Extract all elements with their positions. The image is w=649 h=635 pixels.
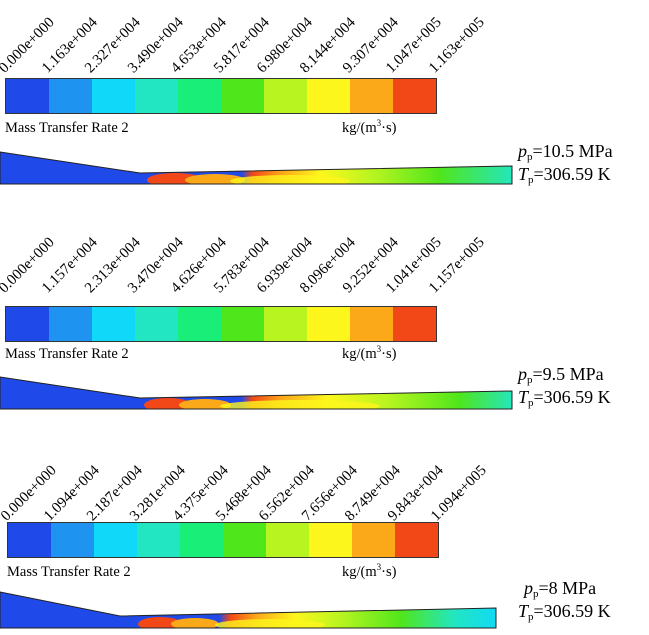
legend-quantity-label: Mass Transfer Rate 2 [7,564,131,580]
nozzle-outline [0,591,497,629]
contour-region [230,175,350,184]
legend-swatch [393,307,436,341]
legend-swatch [6,79,49,113]
temperature-condition: Tp=306.59 K [518,387,611,409]
legend-swatch [178,79,221,113]
legend-unit-label: kg/(m3·s) [342,344,397,362]
legend-swatch [94,523,137,557]
nozzle-outline [0,376,513,410]
legend-swatch [307,79,350,113]
legend-swatch [6,307,49,341]
contour-region [171,618,219,628]
legend-swatch [266,523,309,557]
contour-panel-1: 0.000e+000 1.163e+004 2.327e+004 3.490e+… [0,0,649,205]
legend-swatch [309,523,352,557]
legend-quantity-label: Mass Transfer Rate 2 [5,120,129,136]
nozzle-contour [0,151,513,185]
legend-swatch [8,523,51,557]
legend-swatch [51,523,94,557]
legend-swatch [307,307,350,341]
temperature-condition: Tp=306.59 K [518,164,611,186]
legend-swatch [350,307,393,341]
contour-panel-2: 0.000e+000 1.157e+004 2.313e+004 3.470e+… [0,220,649,425]
legend-swatch [92,307,135,341]
legend-swatch [135,307,178,341]
legend-unit-label: kg/(m3·s) [342,118,397,136]
legend-swatch [178,307,221,341]
legend-swatch [49,79,92,113]
legend-swatch [223,523,266,557]
contour-region [220,400,380,409]
legend-swatch [352,523,395,557]
nozzle-outline [0,151,513,185]
color-legend-bar [5,306,437,342]
legend-unit-label: kg/(m3·s) [342,562,397,580]
contour-region [215,619,325,628]
contour-region [179,399,231,409]
legend-swatch [350,79,393,113]
legend-swatch [393,79,436,113]
legend-tick-labels: 0.000e+000 1.157e+004 2.313e+004 3.470e+… [0,220,649,300]
pressure-condition: pp=9.5 MPa [518,364,604,386]
pressure-condition: pp=8 MPa [524,578,597,600]
contour-region [185,174,245,184]
color-legend-bar [5,78,437,114]
color-legend-bar [7,522,439,558]
legend-tick-labels: 0.000e+000 1.163e+004 2.327e+004 3.490e+… [0,0,649,80]
nozzle-contour [0,591,497,629]
legend-swatch [395,523,438,557]
legend-swatch [49,307,92,341]
legend-swatch [180,523,223,557]
contour-panel-3: 0.000e+000 1.094e+004 2.187e+004 3.281e+… [0,430,649,635]
legend-swatch [221,79,264,113]
legend-swatch [264,79,307,113]
contour-band [140,160,512,184]
legend-swatch [137,523,180,557]
pressure-condition: pp=10.5 MPa [518,141,613,163]
temperature-condition: Tp=306.59 K [518,601,611,623]
legend-swatch [221,307,264,341]
legend-quantity-label: Mass Transfer Rate 2 [5,346,129,362]
nozzle-contour [0,376,513,410]
legend-swatch [92,79,135,113]
legend-swatch [264,307,307,341]
legend-tick-labels: 0.000e+000 1.094e+004 2.187e+004 3.281e+… [0,430,649,525]
legend-swatch [135,79,178,113]
